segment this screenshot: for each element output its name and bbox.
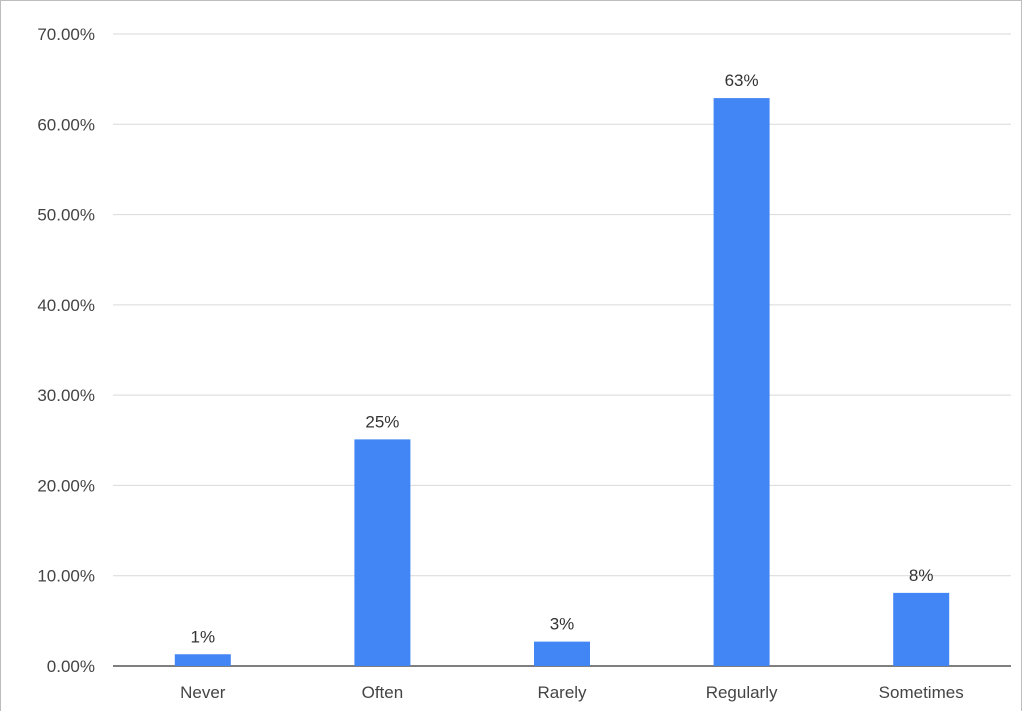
category-label-regularly: Regularly: [706, 683, 778, 702]
gridlines: [113, 33, 1011, 667]
bars: [174, 98, 950, 667]
data-label-regularly: 63%: [725, 71, 759, 90]
y-tick-label: 40.00%: [37, 296, 95, 315]
y-tick-label: 20.00%: [37, 476, 95, 495]
data-label-sometimes: 8%: [909, 566, 934, 585]
y-tick-label: 70.00%: [37, 25, 95, 44]
bar-rarely: [534, 641, 590, 666]
bar-often: [354, 439, 411, 666]
y-tick-label: 60.00%: [37, 115, 95, 134]
data-label-rarely: 3%: [550, 615, 575, 634]
y-tick-label: 30.00%: [37, 386, 95, 405]
y-axis-ticks: 0.00% 10.00% 20.00% 30.00% 40.00% 50.00% 60.00…: [37, 25, 95, 676]
y-tick-label: 0.00%: [47, 657, 95, 676]
x-axis-categories: Never Often Rarely Regularly Sometimes: [180, 683, 964, 702]
bar-regularly: [713, 98, 770, 667]
bar-sometimes: [893, 592, 950, 666]
bar-never: [174, 654, 231, 666]
category-label-rarely: Rarely: [537, 683, 587, 702]
y-tick-label: 50.00%: [37, 206, 95, 225]
category-label-never: Never: [180, 683, 226, 702]
y-tick-label: 10.00%: [37, 567, 95, 586]
category-label-sometimes: Sometimes: [879, 683, 964, 702]
data-label-often: 25%: [365, 412, 399, 431]
data-label-never: 1%: [191, 627, 216, 646]
category-label-often: Often: [362, 683, 404, 702]
data-labels: 1% 25% 3% 63% 8%: [191, 71, 934, 646]
